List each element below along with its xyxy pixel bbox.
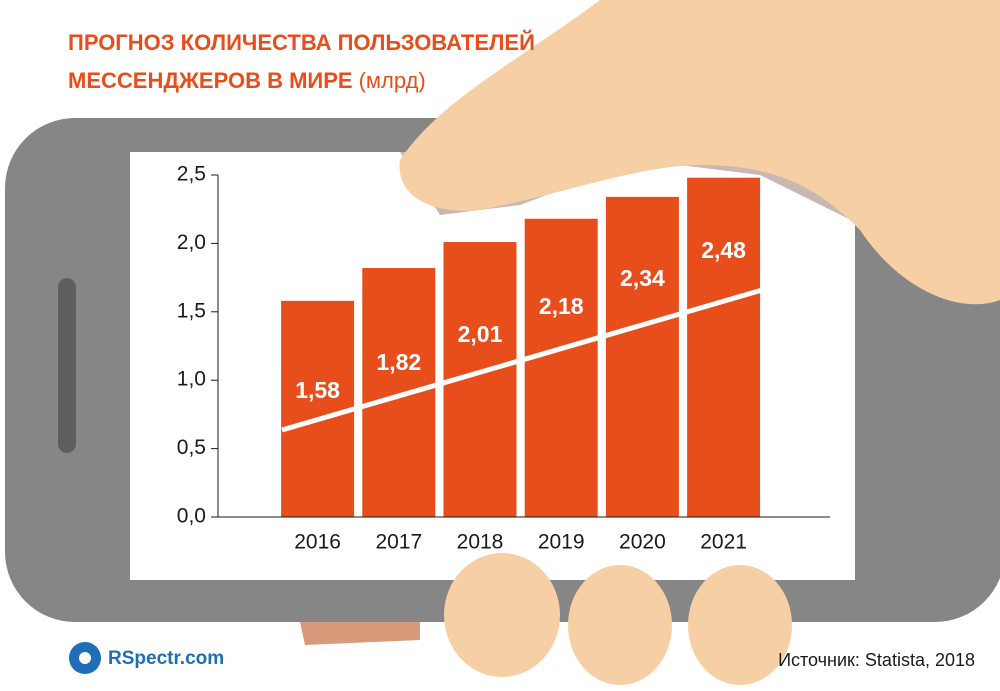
y-tick-label: 0,0: [177, 505, 206, 528]
chart-title: ПРОГНОЗ КОЛИЧЕСТВА ПОЛЬЗОВАТЕЛЕЙ: [68, 30, 535, 55]
trend-line: [281, 287, 763, 433]
bar: [687, 177, 761, 517]
chart-title-line: МЕССЕНДЖЕРОВ В МИРЕ: [68, 68, 353, 93]
value-label: 1,82: [376, 349, 421, 375]
value-label: 2,01: [458, 321, 503, 347]
bar: [362, 268, 436, 517]
value-label: 2,48: [701, 237, 746, 263]
x-tick-label: 2017: [375, 531, 422, 554]
logo-text: RSpectr.com: [108, 648, 224, 669]
x-tick-label: 2020: [619, 531, 666, 554]
finger: [444, 553, 560, 677]
hand: [399, 0, 1000, 685]
finger: [688, 565, 792, 685]
logo-icon: [79, 652, 91, 664]
unit: (млрд): [359, 68, 426, 93]
x-tick-label: 2021: [700, 531, 747, 554]
source: Источник: Statista, 2018: [778, 650, 975, 670]
finger: [568, 565, 672, 685]
x-tick-label: 2019: [538, 531, 585, 554]
bar: [605, 196, 679, 517]
palm: [300, 622, 420, 645]
x-tick-label: 2016: [294, 531, 341, 554]
x-tick-label: 2018: [457, 531, 504, 554]
bar: [281, 300, 355, 517]
value-label: 2,34: [620, 265, 665, 291]
plot-area: 0,0 0,5 1,0 1,5 2,0 2,5 2016 2017 2018 2019 2020 20…: [177, 163, 830, 554]
logo: RSpectr.com: [69, 642, 224, 674]
y-tick-label: 0,5: [177, 436, 206, 459]
y-tick-label: 2,5: [177, 163, 206, 186]
bar: [524, 218, 598, 517]
y-tick-label: 2,0: [177, 231, 206, 254]
value-label: 2,18: [539, 293, 584, 319]
thumb: [399, 0, 1000, 305]
y-tick-label: 1,5: [177, 299, 206, 322]
value-label: 1,58: [295, 377, 340, 403]
y-tick-label: 1,0: [177, 368, 206, 391]
chart-title: МЕССЕНДЖЕРОВ В МИРЕ (млрд): [68, 68, 426, 93]
phone-button: [58, 278, 76, 453]
